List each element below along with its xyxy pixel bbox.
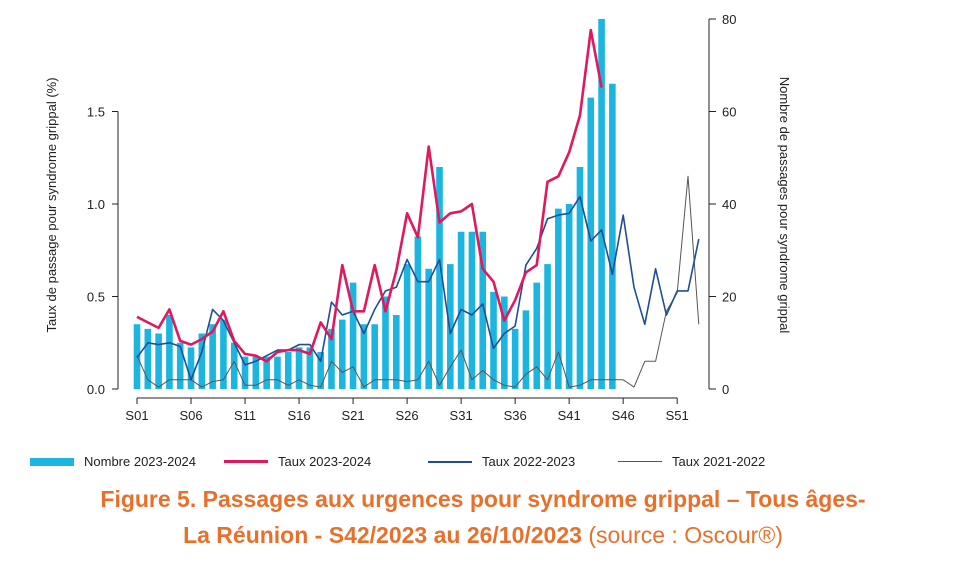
x-tick-label: S21 xyxy=(342,408,365,423)
y-right-tick-label: 60 xyxy=(722,105,736,120)
bar-week-5 xyxy=(176,342,184,389)
legend-item-nombre-2023-2024: Nombre 2023-2024 xyxy=(30,454,196,469)
y-left-tick-label: 0.0 xyxy=(87,382,105,397)
y-left-tick-label: 1.5 xyxy=(87,105,105,120)
bar-week-12 xyxy=(252,356,260,389)
bar-week-33 xyxy=(479,231,487,389)
legend-swatch-line xyxy=(224,460,268,463)
x-tick-label: S16 xyxy=(287,408,310,423)
bar-week-17 xyxy=(306,347,314,389)
lines-layer xyxy=(136,28,700,388)
legend-item-taux-2021-2022: Taux 2021-2022 xyxy=(618,454,765,469)
bar-week-29 xyxy=(436,167,443,389)
bar-week-25 xyxy=(392,315,400,389)
bar-week-26 xyxy=(403,264,411,389)
bar-week-19 xyxy=(328,328,335,389)
caption-location-period: La Réunion - S42/2023 au 26/10/2023 xyxy=(183,522,582,548)
legend-label: Nombre 2023-2024 xyxy=(84,454,197,469)
bar-week-3 xyxy=(155,333,162,389)
y-right-axis-label: Nombre de passages pour syndrome grippal xyxy=(777,77,792,334)
caption-title: Figure 5. Passages aux urgences pour syn… xyxy=(100,486,866,512)
y-left-tick-label: 0.5 xyxy=(87,290,105,305)
y-right-tick-label: 80 xyxy=(722,12,736,27)
y-right-tick-label: 20 xyxy=(722,290,736,305)
x-tick-label: S31 xyxy=(450,408,473,423)
y-right-tick-label: 40 xyxy=(722,197,736,212)
bar-week-24 xyxy=(382,296,389,389)
bar-week-45 xyxy=(609,83,616,389)
bar-week-21 xyxy=(349,282,357,389)
bar-week-27 xyxy=(414,236,422,389)
figure-caption-line2: La Réunion - S42/2023 au 26/10/2023 (sou… xyxy=(0,522,966,549)
legend-swatch-bar xyxy=(30,457,74,466)
legend-swatch-line xyxy=(428,460,472,463)
bar-week-6 xyxy=(187,347,195,389)
x-tick-label: S36 xyxy=(504,408,527,423)
x-tick-label: S01 xyxy=(125,408,148,423)
bar-week-35 xyxy=(501,296,508,389)
x-tick-label: S26 xyxy=(396,408,419,423)
bar-week-32 xyxy=(468,231,476,389)
bar-week-9 xyxy=(220,319,227,389)
legend-label: Taux 2023-2024 xyxy=(278,454,372,469)
legend-item-taux-2022-2023: Taux 2022-2023 xyxy=(428,454,575,469)
bar-week-11 xyxy=(241,356,249,389)
bar-week-36 xyxy=(511,328,519,389)
x-tick-label: S11 xyxy=(234,408,256,423)
bar-week-16 xyxy=(295,347,303,389)
bar-week-43 xyxy=(587,97,595,389)
bar-week-44 xyxy=(598,19,605,389)
axes-layer: 0.0 0.5 1.0 1.5 0 20 40 60 80 S01 S06 S11 S16 S21 S26 S… xyxy=(87,12,737,423)
x-tick-label: S51 xyxy=(666,408,689,423)
bar-week-10 xyxy=(230,342,238,389)
x-tick-label: S41 xyxy=(558,408,581,423)
bar-week-34 xyxy=(490,291,497,389)
bar-week-15 xyxy=(284,352,292,389)
bar-week-22 xyxy=(360,324,368,389)
y-left-tick-label: 1.0 xyxy=(87,197,105,212)
bar-week-7 xyxy=(198,333,206,389)
y-right-tick-label: 0 xyxy=(722,382,729,397)
chart-svg: 0.0 0.5 1.0 1.5 0 20 40 60 80 S01 S06 S11 S16 S21 S26 S… xyxy=(44,12,792,423)
bar-week-23 xyxy=(371,324,378,389)
bar-week-8 xyxy=(209,324,216,389)
bar-week-18 xyxy=(317,352,324,389)
bar-week-20 xyxy=(338,319,346,389)
x-tick-label: S46 xyxy=(612,408,635,423)
bar-week-39 xyxy=(544,264,551,389)
line-taux-2021-2022 xyxy=(136,175,700,388)
bar-week-41 xyxy=(565,204,573,389)
bar-week-38 xyxy=(533,282,541,389)
bar-week-14 xyxy=(274,356,281,389)
bar-week-37 xyxy=(522,310,530,389)
bar-week-4 xyxy=(166,315,173,389)
caption-source: (source : Oscour®) xyxy=(581,522,783,548)
line-taux-2022-2023 xyxy=(136,195,700,381)
figure-caption-line1: Figure 5. Passages aux urgences pour syn… xyxy=(0,486,966,513)
legend-item-taux-2023-2024: Taux 2023-2024 xyxy=(224,454,371,469)
legend-label: Taux 2021-2022 xyxy=(672,454,766,469)
bar-week-13 xyxy=(263,356,270,389)
line-taux-2023-2024 xyxy=(136,28,603,363)
bar-week-42 xyxy=(576,167,584,389)
legend: Nombre 2023-2024 Taux 2023-2024 Taux 202… xyxy=(30,454,950,476)
legend-swatch-line xyxy=(618,461,662,462)
legend-label: Taux 2022-2023 xyxy=(482,454,576,469)
bar-week-28 xyxy=(425,268,433,389)
x-tick-label: S06 xyxy=(179,408,202,423)
bar-week-30 xyxy=(447,264,454,389)
bar-week-40 xyxy=(555,208,562,389)
y-left-axis-label: Taux de passage pour syndrome grippal (%… xyxy=(44,77,59,332)
bar-week-2 xyxy=(144,328,152,389)
